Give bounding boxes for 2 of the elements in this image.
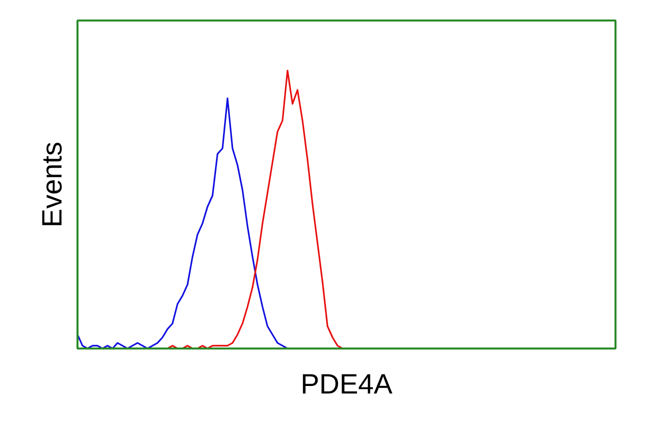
x-axis-title: PDE4A <box>300 368 393 400</box>
y-axis-title: Events <box>36 142 68 228</box>
